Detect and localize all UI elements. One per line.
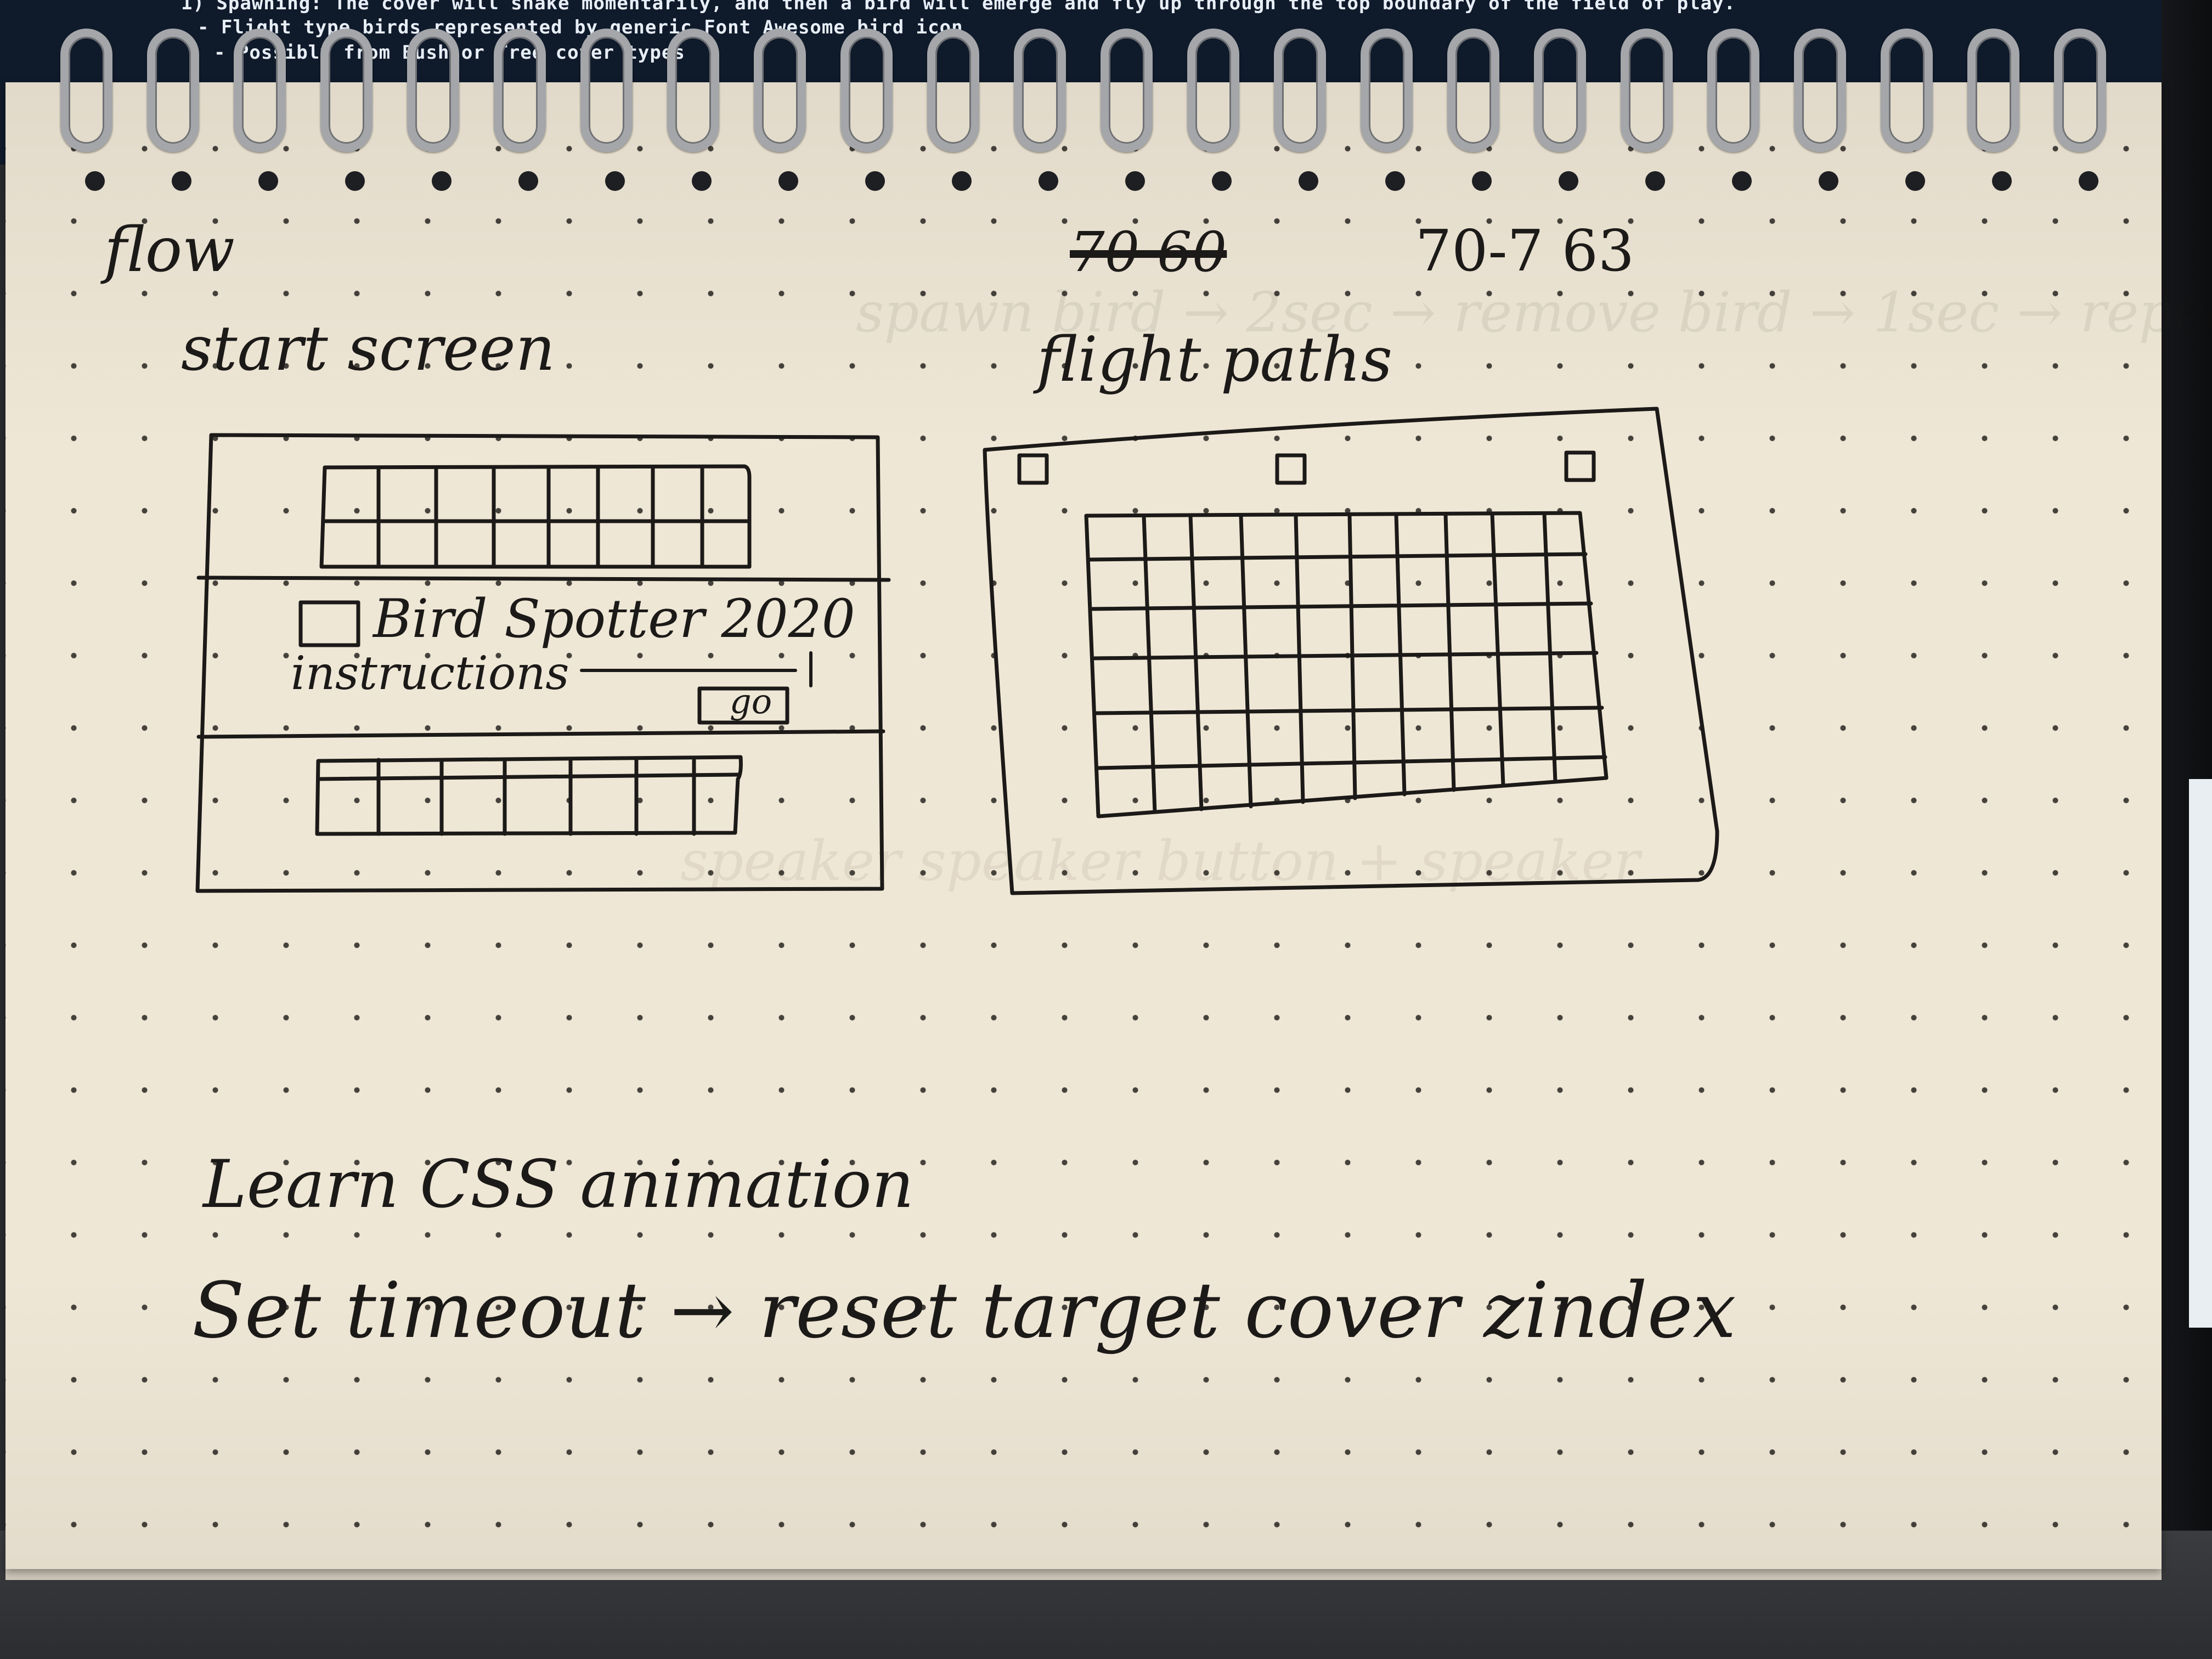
binding-hole (172, 171, 191, 191)
binding-hole (1819, 171, 1838, 191)
spiral-coil (320, 29, 373, 152)
binding-hole (518, 171, 538, 191)
notebook-page (5, 82, 2162, 1569)
show-through-text: speaker speaker button + speaker (680, 829, 1640, 893)
spawn-marker (1017, 453, 1049, 485)
binding-hole (778, 171, 798, 191)
binding-hole (1645, 171, 1665, 191)
note-crossed-out-number: 70 60 (1070, 220, 1227, 284)
sketch-divider (196, 575, 891, 582)
binding-hole (1299, 171, 1318, 191)
binding-hole (1559, 171, 1578, 191)
heading-flight-paths: flight paths (1037, 324, 1393, 396)
spawn-marker (1564, 450, 1596, 482)
heading-start-screen: start screen (181, 313, 555, 385)
binding-hole (345, 171, 365, 191)
sketch-instructions: instructions (291, 646, 569, 700)
binding-hole (432, 171, 452, 191)
sketch-grid-top (319, 464, 752, 569)
sketch-go-label: go (730, 681, 772, 721)
note-flow: flow (104, 215, 235, 286)
binding-hole (1732, 171, 1752, 191)
spiral-coil (1014, 29, 1066, 152)
sketch-divider (196, 729, 885, 739)
spiral-coil (840, 29, 893, 152)
binding-hole (258, 171, 278, 191)
show-through-text: spawn bird → 2sec → remove bird → 1sec →… (856, 280, 2212, 345)
spiral-coil (1707, 29, 1759, 152)
monitor-code-line: - Flight type birds represented by gener… (198, 16, 963, 38)
binding-hole (1385, 171, 1405, 191)
note-calculation: 70-7 63 (1415, 217, 1635, 284)
binding-hole (1905, 171, 1925, 191)
spiral-coil (234, 29, 286, 152)
page-shading (5, 82, 2162, 1569)
binding-hole (865, 171, 885, 191)
binding-hole (1039, 171, 1058, 191)
spiral-coil (1621, 29, 1673, 152)
binding-hole (1212, 171, 1232, 191)
monitor-code-line: 1) Spawning: The cover will shake moment… (181, 0, 1736, 14)
binding-hole (2079, 171, 2098, 191)
note-learn-css: Learn CSS animation (203, 1147, 914, 1223)
sketch-logo-box (298, 600, 360, 647)
laptop-screen-edge (2189, 779, 2212, 1328)
spiral-binding (60, 16, 2145, 191)
binding-hole (952, 171, 972, 191)
binding-hole (1472, 171, 1492, 191)
flight-grid (1084, 511, 1609, 819)
flight-frame (983, 407, 1719, 895)
spiral-coil (667, 29, 719, 152)
binding-hole (605, 171, 625, 191)
note-set-timeout: Set timeout → reset target cover zindex (192, 1266, 1736, 1356)
sketch-title: Bird Spotter 2020 (373, 588, 855, 650)
sketch-go-button (697, 686, 789, 725)
binding-hole (1125, 171, 1145, 191)
spiral-coil (1361, 29, 1413, 152)
sketch-grid-bottom (315, 755, 743, 836)
binding-hole (1992, 171, 2012, 191)
spawn-marker (1275, 453, 1307, 485)
sketch-frame (195, 433, 884, 893)
binding-hole (85, 171, 105, 191)
binding-hole (692, 171, 712, 191)
